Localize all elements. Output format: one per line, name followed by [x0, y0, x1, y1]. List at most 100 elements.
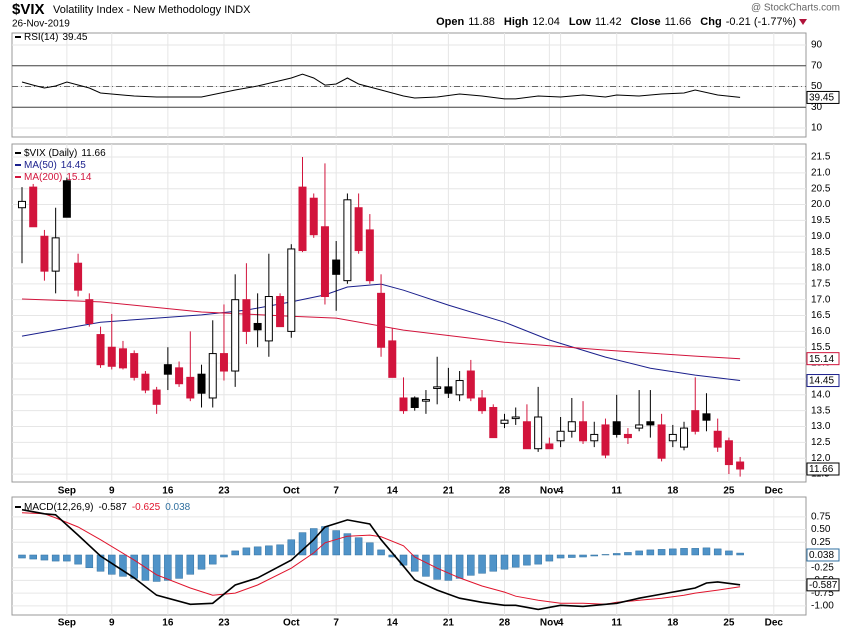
- histogram-bar: [624, 552, 632, 556]
- ohlc-value: 12.04: [532, 16, 560, 28]
- candle-body: [197, 373, 206, 394]
- histogram-bar: [175, 554, 183, 579]
- x-tick-label: 21: [443, 618, 455, 629]
- candle-body: [478, 397, 487, 412]
- y-tick-label: 17.5: [811, 278, 831, 289]
- y-tick-label: 70: [811, 60, 823, 71]
- histogram-bar: [197, 554, 206, 570]
- value-box-label: 15.14: [809, 354, 834, 365]
- y-tick-label: 21.0: [811, 167, 831, 178]
- candle-body: [612, 421, 621, 435]
- value-box: [806, 90, 840, 104]
- x-tick-label: 11: [611, 486, 622, 497]
- histogram-bar: [298, 532, 307, 556]
- candle-body: [242, 299, 251, 332]
- x-tick-label: 16: [162, 618, 174, 629]
- histogram-bar: [646, 549, 655, 556]
- legend-value: 15.14: [66, 172, 91, 183]
- histogram-bar: [332, 530, 340, 556]
- candle-body: [657, 424, 666, 459]
- y-tick-label: 0.75: [811, 511, 831, 522]
- histogram-bar: [601, 554, 610, 556]
- candle-body: [635, 424, 644, 429]
- legend-value: -0.625: [132, 502, 161, 513]
- candle-body: [152, 389, 161, 405]
- value-box: [806, 548, 840, 562]
- y-tick-label: 18.5: [811, 247, 831, 258]
- candle-body: [433, 386, 442, 389]
- histogram-bar: [500, 554, 509, 570]
- y-tick-label: 13.0: [811, 421, 831, 432]
- y-tick-label: 12.0: [811, 453, 831, 464]
- y-tick-label: 30: [811, 102, 823, 113]
- y-tick-label: -0.25: [811, 562, 834, 573]
- x-tick-label: 11: [611, 618, 622, 629]
- candle-body: [29, 186, 38, 228]
- x-tick-label: Oct: [283, 486, 300, 497]
- histogram-bar: [366, 542, 374, 556]
- histogram-bar: [343, 533, 352, 556]
- histogram-bar: [152, 554, 161, 582]
- moving-average: [21, 298, 741, 360]
- candle-body: [62, 180, 71, 218]
- candle-body: [534, 416, 543, 450]
- candle-body: [646, 421, 655, 426]
- candle-body: [455, 380, 464, 396]
- histogram-bar: [702, 547, 711, 556]
- candle-body: [702, 413, 711, 421]
- histogram-bar: [29, 554, 37, 560]
- histogram-bar: [590, 554, 599, 557]
- candle-body: [421, 399, 430, 402]
- candle-body: [186, 376, 195, 399]
- candle-body: [623, 433, 632, 439]
- candle-body: [556, 430, 565, 442]
- histogram-bar: [74, 554, 82, 565]
- value-box-label: 14.45: [809, 376, 834, 387]
- histogram-bar: [545, 554, 554, 562]
- rsi-line: [21, 73, 741, 100]
- x-tick-label: Oct: [283, 618, 300, 629]
- candle-body: [410, 397, 419, 408]
- histogram-bar: [478, 554, 486, 574]
- x-tick-label: 4: [558, 618, 564, 629]
- y-tick-label: 12.5: [811, 437, 831, 448]
- ohlc-label: Close: [631, 16, 661, 28]
- legend: $VIX (Daily) 11.66: [24, 148, 106, 159]
- value-box-label: 39.45: [809, 93, 834, 104]
- candle-body: [691, 410, 700, 432]
- histogram-bar: [635, 550, 643, 556]
- candle-body: [399, 397, 408, 412]
- y-tick-label: 20.0: [811, 199, 831, 210]
- symbol: $VIX: [12, 1, 45, 18]
- histogram-bar: [242, 547, 251, 556]
- y-tick-label: 90: [811, 40, 823, 51]
- x-tick-label: 21: [443, 486, 455, 497]
- histogram-bar: [18, 554, 26, 559]
- ohlc-label: High: [504, 16, 529, 28]
- y-tick-label: 17.0: [811, 294, 831, 305]
- ohlc-label: Low: [569, 16, 591, 28]
- candle-body: [724, 440, 733, 466]
- x-tick-label: 18: [667, 486, 679, 497]
- histogram-bar: [220, 554, 228, 558]
- candle-body: [713, 430, 722, 448]
- candle-body: [522, 421, 531, 450]
- histogram-bar: [568, 554, 576, 558]
- ohlc-value: 11.42: [595, 16, 622, 28]
- candle-body: [118, 348, 127, 369]
- candle-body: [736, 461, 745, 470]
- candle-body: [567, 421, 576, 432]
- ohlc-summary: Open 11.88 High 12.04 Low 11.42 Close 11.66 Chg -…: [436, 16, 796, 28]
- chart-date: 26-Nov-2019: [12, 19, 70, 30]
- y-tick-label: 21.5: [811, 152, 831, 163]
- histogram-bar: [556, 554, 565, 559]
- candle-body: [74, 262, 83, 291]
- candle-body: [489, 406, 498, 439]
- x-tick-label: 14: [387, 618, 399, 629]
- candle-body: [601, 424, 610, 456]
- histogram-bar: [410, 554, 419, 572]
- x-tick-label: Sep: [58, 618, 76, 629]
- histogram-bar: [265, 545, 273, 556]
- histogram-bar: [164, 554, 172, 581]
